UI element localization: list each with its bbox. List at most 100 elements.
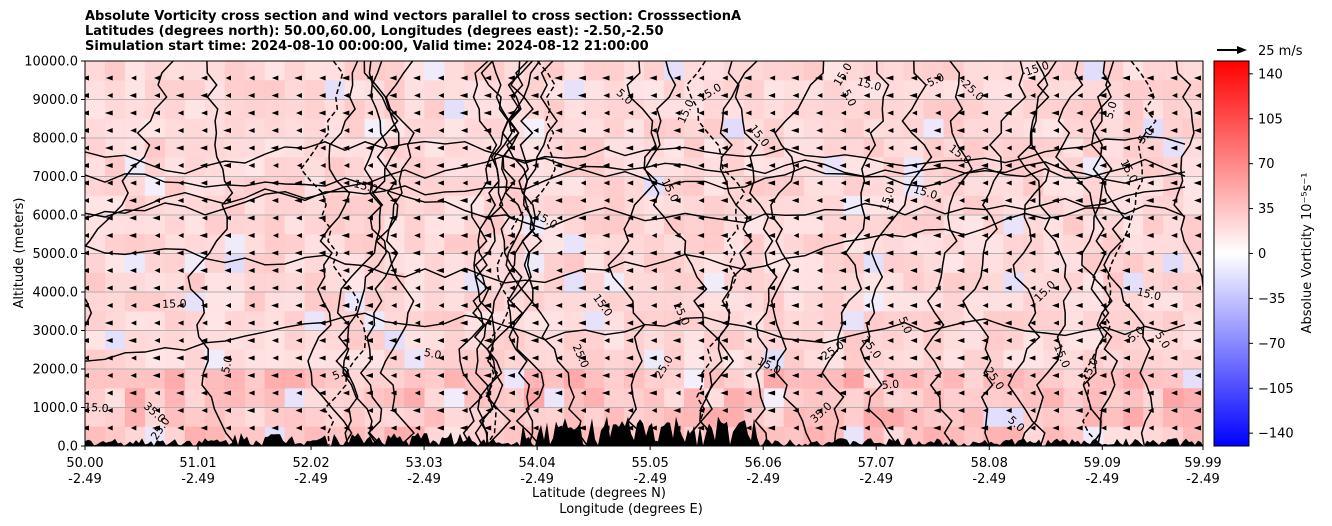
- field-cell: [464, 176, 485, 197]
- wind-vector: [483, 250, 492, 256]
- field-cell: [464, 157, 485, 178]
- field-cell: [803, 330, 825, 351]
- field-cell: [304, 234, 326, 255]
- wind-vector: [744, 355, 752, 361]
- wind-vector: [675, 390, 681, 396]
- x-axis: 50.00-2.4951.01-2.4952.02-2.4953.03-2.49…: [66, 446, 1222, 487]
- wind-vector: [388, 163, 397, 168]
- wind-vector: [628, 110, 634, 116]
- field-cell: [604, 330, 625, 351]
- field-cell: [1043, 311, 1064, 332]
- wind-vector: [957, 408, 965, 413]
- field-cell: [164, 426, 186, 446]
- wind-vector: [343, 93, 350, 98]
- wind-vector: [223, 128, 231, 133]
- wind-vector: [556, 93, 563, 98]
- contour-label: 5.0: [331, 364, 352, 383]
- field-cell: [983, 369, 1004, 389]
- y-tick-label: 0.0: [57, 440, 78, 455]
- field-cell: [823, 195, 845, 216]
- wind-vector: [154, 320, 160, 326]
- wind-vector: [909, 250, 918, 256]
- wind-vector: [485, 163, 492, 168]
- wind-vector: [177, 110, 184, 116]
- wind-vector: [295, 285, 302, 291]
- contour-line: [336, 61, 399, 446]
- wind-vector: [650, 215, 657, 221]
- wind-vector: [532, 390, 539, 396]
- chart-title: Absolute Vorticity cross section and win…: [85, 9, 741, 54]
- wind-vector: [864, 285, 870, 291]
- wind-vector: [1030, 425, 1036, 431]
- wind-vector: [1029, 390, 1036, 396]
- wind-vector: [911, 233, 918, 238]
- wind-vector: [817, 408, 823, 413]
- wind-vector: [436, 163, 444, 168]
- wind-vector: [295, 145, 302, 151]
- wind-vector: [270, 145, 279, 151]
- wind-vector: [414, 320, 421, 326]
- wind-vector: [556, 268, 563, 273]
- contour-line: [607, 61, 658, 446]
- wind-vector: [225, 180, 231, 186]
- field-cell: [1063, 215, 1084, 235]
- wind-vector: [342, 110, 350, 116]
- wind-vector: [980, 425, 989, 431]
- field-cell: [1003, 176, 1024, 197]
- wind-vector: [912, 110, 918, 116]
- field-cell: [1063, 369, 1084, 389]
- field-cell: [803, 369, 825, 389]
- wind-vector: [957, 250, 965, 256]
- wind-vector: [1077, 93, 1083, 98]
- wind-vector: [154, 110, 160, 116]
- field-cell: [803, 426, 825, 446]
- wind-vector: [651, 268, 657, 273]
- field-cell: [544, 118, 565, 139]
- field-cell: [663, 157, 685, 178]
- wind-vector: [674, 268, 681, 273]
- field-cell: [344, 61, 366, 81]
- wind-vector: [743, 75, 752, 81]
- field-cell: [344, 215, 366, 235]
- field-cell: [1103, 215, 1124, 235]
- wind-vector: [130, 145, 137, 151]
- field-cell: [364, 388, 386, 409]
- field-cell: [823, 157, 845, 178]
- wind-vector: [675, 373, 681, 378]
- wind-vector: [176, 390, 184, 396]
- wind-vector: [85, 320, 89, 326]
- wind-vector: [296, 110, 302, 116]
- wind-vector: [199, 250, 208, 256]
- wind-vector: [793, 355, 799, 361]
- x-tick-label-lat: 52.02: [292, 456, 329, 471]
- wind-vector: [129, 163, 137, 168]
- field-cell: [1143, 61, 1164, 81]
- field-cell: [184, 215, 206, 235]
- wind-vector: [1122, 215, 1130, 221]
- wind-vector: [1005, 408, 1012, 413]
- wind-vector: [390, 425, 397, 431]
- wind-vector: [864, 320, 870, 326]
- field-cell: [903, 349, 925, 370]
- field-cell: [843, 61, 865, 81]
- wind-vector: [840, 355, 847, 361]
- wind-vector: [483, 110, 492, 116]
- field-cell: [843, 311, 865, 332]
- wind-vector: [530, 93, 539, 98]
- wind-vector: [507, 373, 515, 378]
- field-cell: [424, 195, 445, 216]
- wind-vector: [531, 250, 539, 256]
- wind-vector: [814, 338, 823, 343]
- wind-vector: [1171, 285, 1178, 291]
- wind-vector: [863, 75, 870, 81]
- wind-vector: [1075, 180, 1083, 186]
- wind-vector: [626, 320, 634, 326]
- wind-vector: [367, 110, 373, 116]
- field-cell: [923, 292, 945, 312]
- field-cell: [264, 253, 286, 274]
- field-cell: [963, 195, 984, 216]
- wind-vector: [199, 233, 208, 238]
- field-cell: [164, 157, 186, 178]
- wind-vector: [697, 215, 705, 221]
- wind-vector: [154, 338, 160, 343]
